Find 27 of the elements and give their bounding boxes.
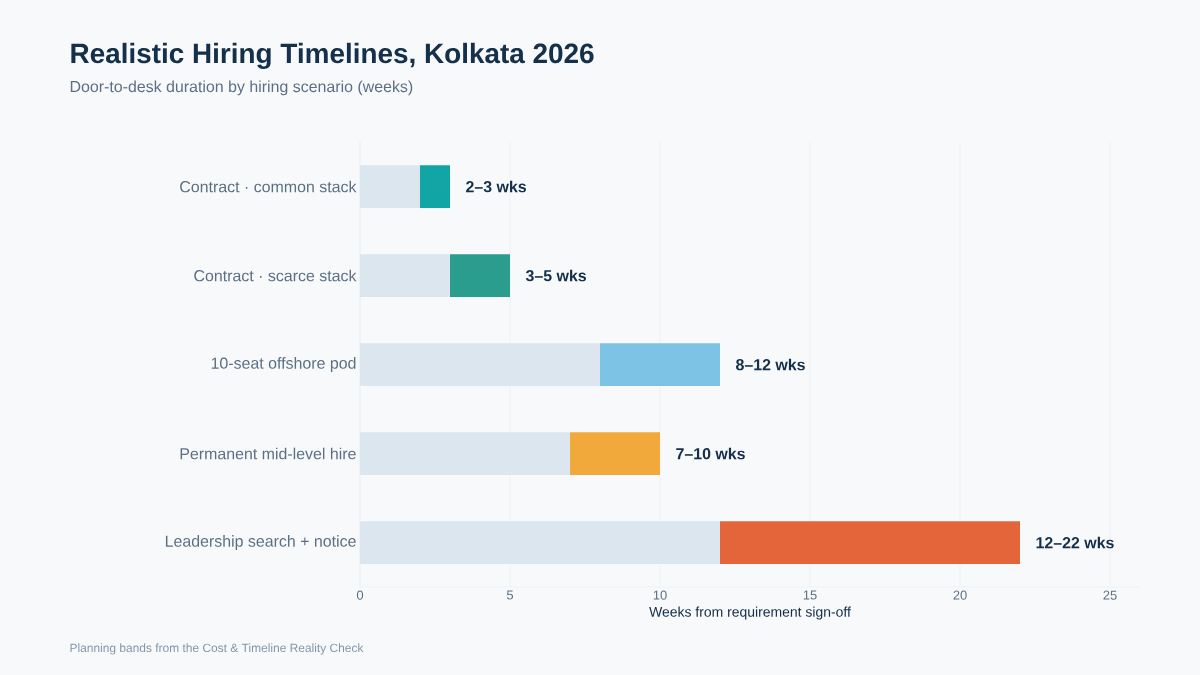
x-tick-label: 15 — [803, 590, 817, 600]
chart-subtitle: Door-to-desk duration by hiring scenario (weeks) — [70, 80, 413, 96]
x-axis-title: Weeks from requirement sign-off — [649, 606, 851, 620]
y-tick-label: 10-seat offshore pod — [211, 357, 356, 372]
bar — [420, 165, 450, 208]
data-label: 7–10 wks — [676, 447, 745, 460]
y-tick-label: Permanent mid-level hire — [180, 447, 356, 460]
data-label: 2–3 wks — [466, 180, 526, 193]
x-tick-label: 20 — [953, 590, 967, 600]
y-tick-label: Leadership search + notice — [165, 535, 356, 550]
x-tick-label: 25 — [1103, 590, 1117, 600]
bar — [600, 343, 721, 386]
data-label: 3–5 wks — [525, 269, 586, 282]
x-tick-label: 10 — [653, 590, 667, 600]
x-tick-label: 0 — [356, 590, 364, 600]
y-tick-label: Contract · common stack — [180, 180, 357, 193]
data-label: 8–12 wks — [736, 358, 805, 371]
chart-title: Realistic Hiring Timelines, Kolkata 2026 — [71, 42, 594, 69]
bar — [450, 254, 510, 297]
text: Planning bands from the Cost & Timeline Reality Check — [70, 643, 364, 655]
data-label: 12–22 wks — [1036, 536, 1114, 549]
y-tick-label: Contract · scarce stack — [194, 269, 357, 282]
bar — [570, 432, 660, 475]
bar — [720, 521, 1021, 564]
bar — [360, 254, 450, 297]
x-tick-label: 5 — [506, 590, 514, 600]
bar — [360, 165, 420, 208]
